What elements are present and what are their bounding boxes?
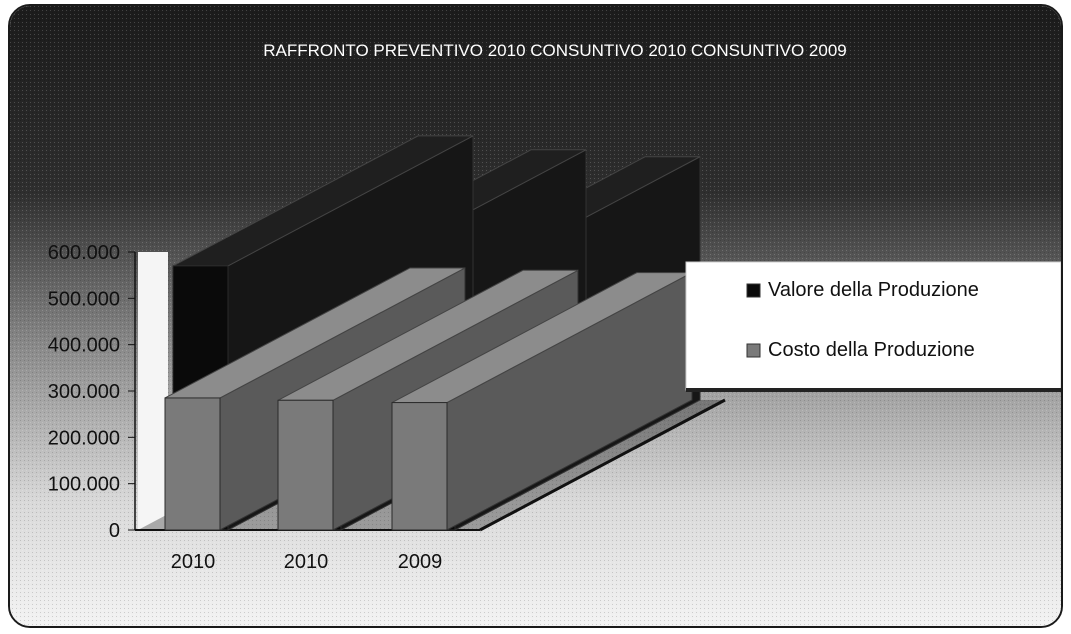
x-tick-label: 2010 — [171, 551, 216, 573]
chart-title: RAFFRONTO PREVENTIVO 2010 CONSUNTIVO 201… — [263, 41, 847, 60]
bar-front-face — [164, 397, 221, 531]
y-tick-label: 0 — [109, 520, 120, 542]
legend-swatch — [746, 283, 761, 298]
legend-swatch — [746, 343, 761, 358]
chart-svg: RAFFRONTO PREVENTIVO 2010 CONSUNTIVO 201… — [10, 6, 1061, 626]
legend-label: Costo della Produzione — [768, 339, 975, 361]
bar-front-face — [391, 402, 448, 531]
floor-edge-line — [479, 398, 726, 532]
y-tick-label: 200.000 — [48, 427, 120, 449]
bars-layer — [164, 135, 701, 531]
y-tick-label: 300.000 — [48, 381, 120, 403]
ticks-layer: 0 100.000 200.000 300.000 400.000 500.000 600.… — [48, 242, 443, 573]
y-tick-label: 500.000 — [48, 288, 120, 310]
legend-label: Valore della Produzione — [768, 279, 979, 301]
legend: Valore della Produzione Costo della Produ… — [685, 261, 1061, 392]
bar-front-face — [277, 399, 334, 531]
legend-box — [685, 261, 1061, 391]
legend-shadow — [686, 388, 1061, 392]
chart-frame: RAFFRONTO PREVENTIVO 2010 CONSUNTIVO 201… — [8, 4, 1063, 628]
y-tick-label: 100.000 — [48, 474, 120, 496]
x-tick-label: 2009 — [398, 551, 443, 573]
legend-entries: Valore della Produzione Costo della Produ… — [746, 279, 979, 361]
y-tick-label: 600.000 — [48, 242, 120, 264]
back-wall — [138, 252, 168, 530]
y-tick-label: 400.000 — [48, 335, 120, 357]
bar — [391, 271, 693, 531]
x-tick-label: 2010 — [284, 551, 329, 573]
